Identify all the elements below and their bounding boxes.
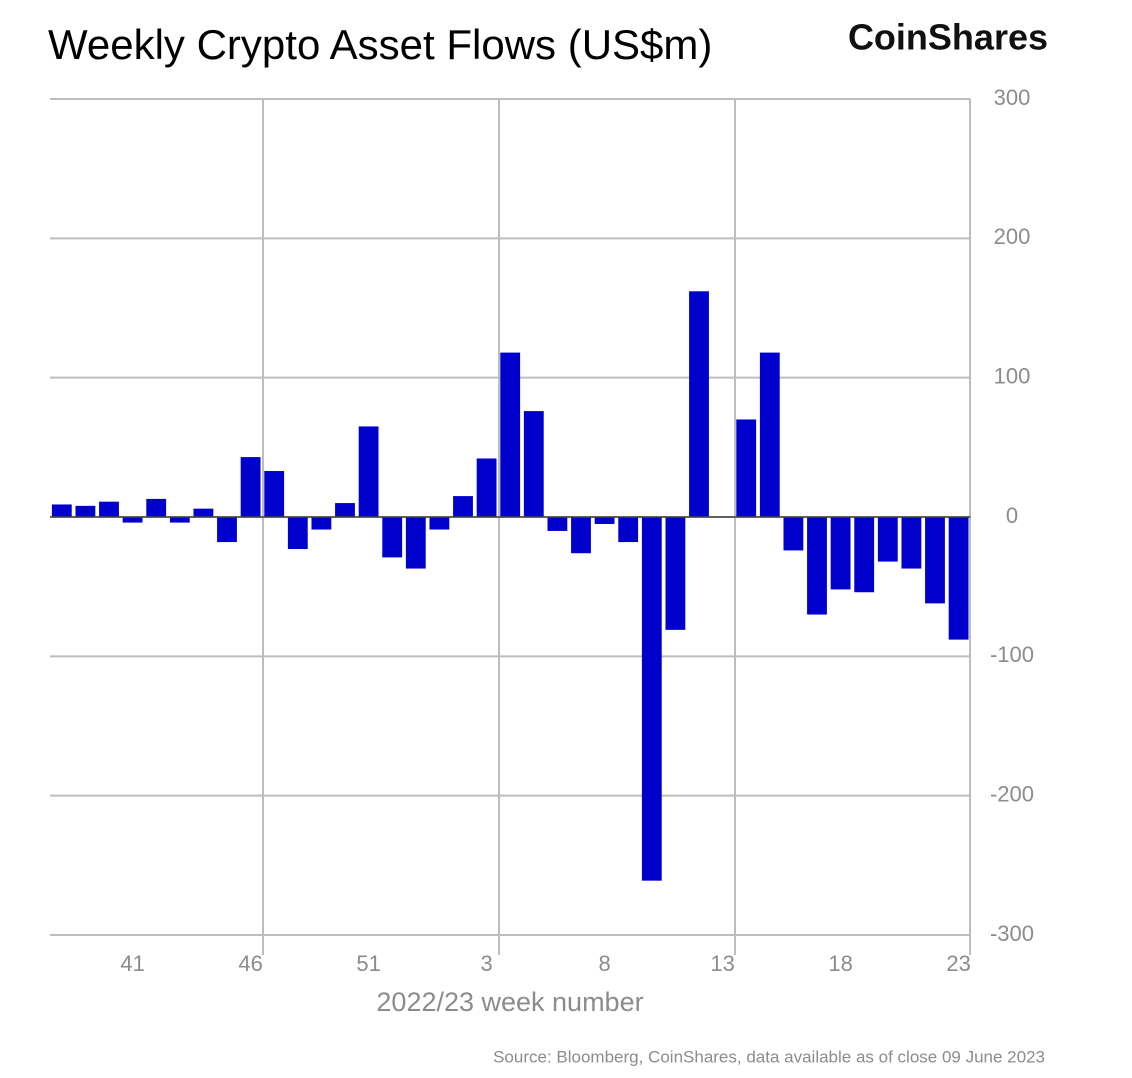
bar	[641, 517, 662, 881]
x-tick-label: 46	[238, 951, 262, 976]
x-tick-label: 23	[946, 951, 970, 976]
bar	[193, 508, 214, 517]
x-tick-label: 18	[828, 951, 852, 976]
bar	[476, 458, 497, 517]
bar	[51, 504, 72, 517]
x-tick-label: 13	[710, 951, 734, 976]
chart-title: Weekly Crypto Asset Flows (US$m)	[48, 21, 712, 68]
y-tick-label: -100	[990, 642, 1034, 667]
x-tick-label: 3	[480, 951, 492, 976]
bar	[618, 517, 639, 543]
bar	[665, 517, 686, 630]
y-tick-label: 200	[994, 224, 1031, 249]
bar	[122, 517, 143, 523]
y-tick-label: 100	[994, 363, 1031, 388]
source-note: Source: Bloomberg, CoinShares, data avai…	[493, 1047, 1045, 1066]
x-tick-label: 8	[598, 951, 610, 976]
bar	[358, 426, 379, 517]
bar	[405, 517, 426, 569]
brand-logo: CoinShares	[848, 17, 1048, 58]
y-tick-label: -300	[990, 921, 1034, 946]
x-tick-label: 51	[356, 951, 380, 976]
bar	[75, 505, 96, 517]
bar	[287, 517, 308, 550]
bar	[807, 517, 827, 615]
bar	[594, 517, 615, 524]
bar	[99, 501, 119, 517]
y-tick-label: 300	[994, 85, 1031, 110]
bar	[500, 352, 521, 517]
bar	[571, 517, 591, 554]
bar	[783, 517, 804, 551]
bar	[169, 517, 190, 523]
bar	[217, 517, 237, 543]
bar	[901, 517, 922, 569]
bar	[453, 496, 473, 517]
bar	[429, 517, 450, 530]
bar	[877, 517, 898, 562]
bar	[311, 517, 332, 530]
bar	[264, 471, 285, 517]
bar	[523, 411, 544, 517]
bar	[382, 517, 403, 558]
bar	[736, 419, 757, 517]
bar	[335, 503, 355, 517]
y-tick-label: 0	[1006, 503, 1018, 528]
x-axis-label: 2022/23 week number	[376, 987, 643, 1017]
bar	[547, 517, 568, 531]
bar	[830, 517, 851, 590]
bar	[759, 352, 780, 517]
bar	[948, 517, 969, 640]
y-tick-label: -200	[990, 781, 1034, 806]
bar	[146, 498, 167, 517]
bar	[854, 517, 875, 593]
x-tick-label: 41	[120, 951, 144, 976]
bar	[689, 291, 709, 517]
bar	[240, 457, 261, 517]
bar	[925, 517, 945, 604]
